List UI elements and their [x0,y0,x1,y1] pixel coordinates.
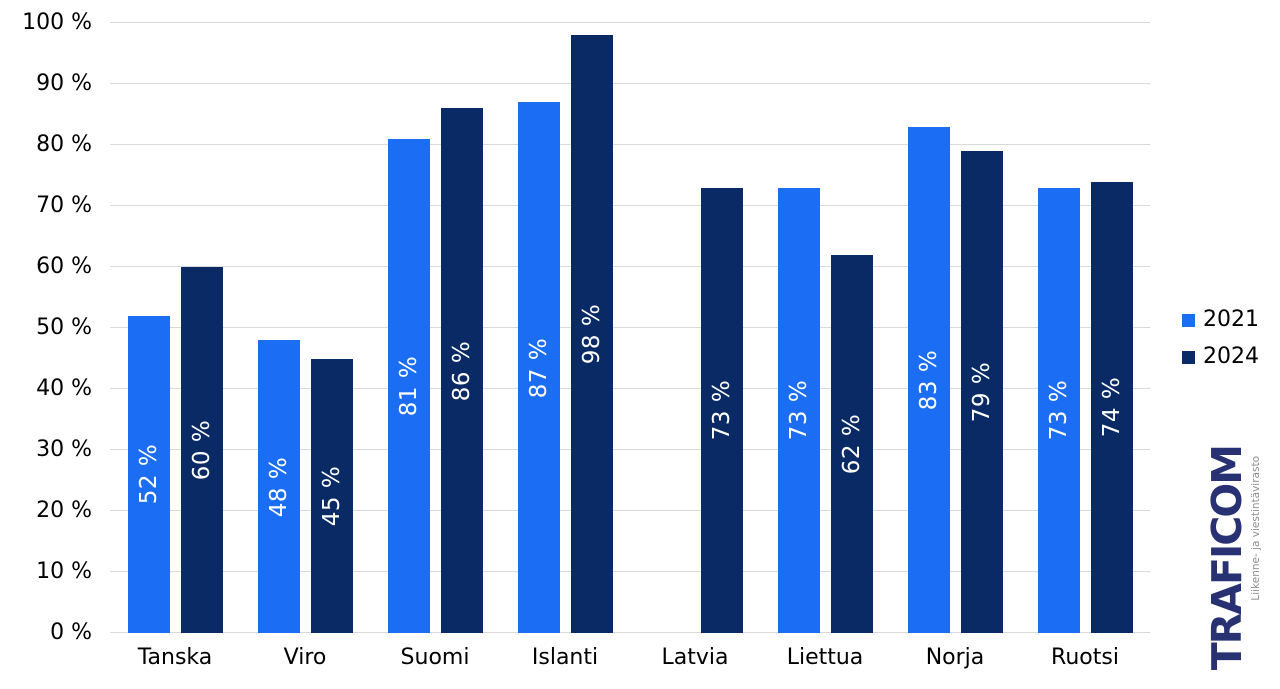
y-axis-tick-label: 90 % [36,71,92,96]
traficom-logo: TRAFICOM Liikenne- ja viestintävirasto [1203,445,1262,670]
y-axis-tick-label: 0 % [50,620,92,645]
legend-label: 2024 [1203,344,1259,369]
gridline [110,327,1150,328]
category-group-tanska: 52 % 60 % [110,23,240,633]
bar-2021-viro: 48 % [257,340,300,633]
bar-2024-norja: 79 % [960,151,1003,633]
legend: 2021 2024 [1182,307,1259,381]
bar-2024-ruotsi: 74 % [1090,181,1133,633]
x-axis-label-islanti: Islanti [531,645,599,670]
bar-2024-latvia: 73 % [700,187,743,633]
y-axis-tick-label: 60 % [36,254,92,279]
x-axis-label-ruotsi: Ruotsi [1051,645,1119,670]
bar-value-label: 52 % [135,444,162,505]
bar-value-label: 81 % [395,355,422,417]
gridline [110,571,1150,572]
traficom-wordmark: TRAFICOM [1203,445,1251,670]
x-axis-label-tanska: Tanska [137,645,213,670]
bar-value-label: 45 % [318,465,345,526]
bar-value-label: 87 % [525,337,552,398]
bar-value-label: 86 % [448,340,475,401]
bar-2024-suomi: 86 % [440,108,483,633]
gridline [110,83,1150,84]
category-group-ruotsi: 73 % 74 % [1020,23,1150,633]
category-group-latvia: 73 % [630,23,760,633]
bar-2021-norja: 83 % [907,126,950,633]
bars-layer: 52 % 60 % 48 % 45 % 81 % 86 % 87 % 98 % 73 % 73 %… [110,23,1150,633]
category-group-norja: 83 % 79 % [890,23,1020,633]
y-axis-tick-label: 70 % [36,193,92,218]
plot-area: 52 % 60 % 48 % 45 % 81 % 86 % 87 % 98 % 73 % 73 %… [110,22,1150,633]
x-axis-label-liettua: Liettua [786,645,864,670]
y-axis: 0 % 10 % 20 % 30 % 40 % 50 % 60 % 70 % 80 % 90 % 1… [0,12,92,644]
legend-item-2021: 2021 [1182,307,1259,333]
bar-value-label: 60 % [188,419,215,481]
x-axis-label-viro: Viro [283,645,327,670]
bar-value-label: 79 % [968,361,995,423]
bar-value-label: 62 % [838,413,865,475]
legend-item-2024: 2024 [1182,344,1259,370]
bar-2021-islanti: 87 % [517,102,560,633]
gridline [110,144,1150,145]
y-axis-tick-label: 80 % [36,132,92,157]
category-group-islanti: 87 % 98 % [500,23,630,633]
x-axis-label-suomi: Suomi [400,645,470,670]
gridline [110,449,1150,450]
bar-2021-suomi: 81 % [387,138,430,633]
x-axis-label-latvia: Latvia [661,645,729,670]
bar-2024-islanti: 98 % [570,35,613,633]
gridline [110,510,1150,511]
category-group-liettua: 73 % 62 % [760,23,890,633]
bar-2024-tanska: 60 % [180,267,223,633]
bar-value-label: 83 % [915,349,942,411]
gridline [110,388,1150,389]
gridline [110,266,1150,267]
bar-value-label: 73 % [1045,380,1072,441]
bar-2024-viro: 45 % [310,358,353,633]
y-axis-tick-label: 100 % [22,10,92,35]
y-axis-tick-label: 20 % [36,498,92,523]
traficom-tagline: Liikenne- ja viestintävirasto [1250,456,1262,601]
bar-value-label: 48 % [265,456,292,517]
y-axis-tick-label: 30 % [36,437,92,462]
gridline [110,205,1150,206]
bar-2024-liettua: 62 % [830,254,873,633]
y-axis-tick-label: 40 % [36,376,92,401]
bar-2021-tanska: 52 % [127,315,170,633]
legend-swatch-2021 [1182,313,1195,327]
y-axis-tick-label: 50 % [36,315,92,340]
category-group-viro: 48 % 45 % [240,23,370,633]
legend-swatch-2024 [1182,350,1195,364]
bar-value-label: 73 % [708,380,735,441]
gridline [110,22,1150,23]
x-axis-label-norja: Norja [925,645,985,670]
bar-value-label: 73 % [785,380,812,441]
bar-value-label: 74 % [1098,377,1125,438]
x-axis: Tanska Viro Suomi Islanti Latvia Liettua Norja… [110,645,1150,670]
gridline [110,632,1150,633]
legend-label: 2021 [1203,307,1259,332]
bar-value-label: 98 % [578,303,605,365]
category-group-suomi: 81 % 86 % [370,23,500,633]
bar-2021-ruotsi: 73 % [1037,187,1080,633]
y-axis-tick-label: 10 % [36,559,92,584]
bar-2021-liettua: 73 % [777,187,820,633]
